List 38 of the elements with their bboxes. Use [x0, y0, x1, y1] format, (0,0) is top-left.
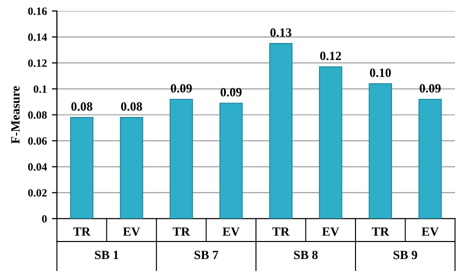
y-tick-label: 0.1: [34, 85, 47, 93]
y-axis-title: F-Measure: [11, 86, 20, 144]
x-tick-label: TR: [272, 227, 290, 236]
bar: [219, 102, 243, 219]
bar: [120, 116, 144, 219]
text: SB 8: [294, 250, 318, 260]
text: SB 9: [394, 250, 418, 260]
data-label: 0.08: [121, 102, 142, 111]
data-label: 0.12: [320, 52, 342, 60]
y-tick-label: 0.02: [28, 189, 47, 197]
text: SB 7: [194, 250, 218, 260]
x-tick-label: EV: [222, 227, 240, 236]
bar: [318, 66, 342, 219]
bar: [269, 43, 292, 219]
y-tick-label: 0.04: [28, 163, 47, 171]
bar: [170, 98, 193, 219]
y-tick-label: 0.12: [28, 59, 47, 67]
data-label: 0.09: [220, 88, 242, 96]
y-tick-label: 0.16: [28, 7, 47, 16]
data-label: 0.08: [71, 102, 92, 111]
text: SB 1: [94, 250, 118, 260]
bar: [368, 83, 392, 219]
data-label: 0.09: [420, 84, 441, 93]
x-tick-label: TR: [372, 227, 390, 236]
data-label: 0.09: [170, 84, 192, 93]
data-label: 0.13: [270, 28, 292, 37]
y-tick-label: 0.06: [28, 137, 47, 145]
x-tick-label: EV: [422, 227, 439, 236]
y-tick-label: 0.08: [28, 111, 47, 119]
y-tick-label: 0.14: [28, 33, 47, 41]
x-tick-label: EV: [123, 227, 140, 236]
y-tick-label: 0: [42, 215, 47, 223]
bar: [70, 116, 94, 219]
data-label: 0.10: [370, 68, 391, 78]
x-tick-label: TR: [172, 227, 190, 236]
x-tick-label: EV: [322, 227, 340, 236]
bar: [418, 98, 442, 219]
x-tick-label: TR: [73, 227, 91, 236]
